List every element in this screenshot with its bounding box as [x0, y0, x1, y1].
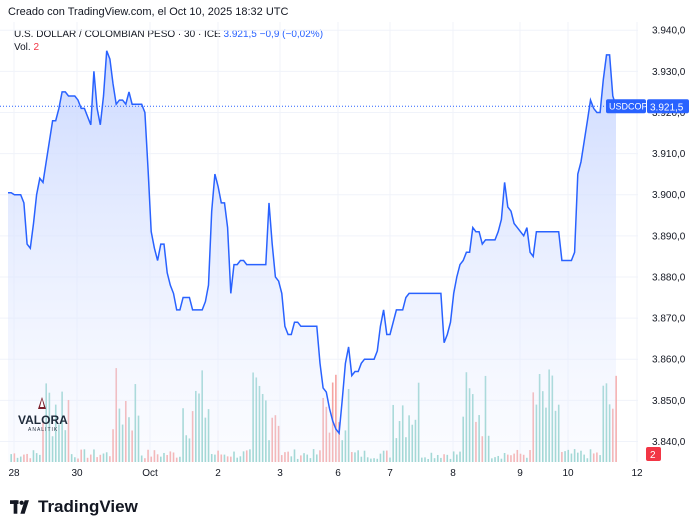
y-tick-label: 3.920,0 — [652, 108, 686, 119]
symbol-title: U.S. DOLLAR / COLOMBIAN PESO · 30 · ICE — [14, 29, 221, 40]
x-tick-label: 10 — [562, 468, 574, 479]
symbol-legend[interactable]: U.S. DOLLAR / COLOMBIAN PESO · 30 · ICE … — [14, 29, 323, 40]
price-change: −0,9 (−0,02%) — [259, 29, 324, 40]
y-tick-label: 3.840,0 — [652, 437, 686, 448]
price-tag: USDCOP 3.921,5 — [606, 99, 689, 114]
value-tag-bg — [647, 99, 689, 114]
svg-text:VALORA: VALORA — [18, 413, 68, 427]
volume-tag: 2 — [646, 447, 661, 461]
volume-legend[interactable]: Vol. 2 — [14, 42, 39, 53]
tradingview-logo-icon — [10, 500, 29, 514]
valora-watermark: VALORA ANALITIK — [16, 397, 76, 438]
volume-tag-bg — [646, 447, 661, 461]
x-tick-label: 3 — [277, 468, 283, 479]
valora-logo-icon: VALORA ANALITIK — [18, 397, 68, 433]
x-tick-label: 8 — [450, 468, 456, 479]
x-tick-label: 30 — [71, 468, 83, 479]
volume-value: 2 — [33, 42, 40, 53]
y-tick-label: 3.940,0 — [652, 26, 686, 37]
volume-tag-value: 2 — [650, 450, 656, 461]
value-tag: 3.921,5 — [650, 102, 684, 113]
x-tick-label: 6 — [335, 468, 341, 479]
svg-text:ANALITIK: ANALITIK — [28, 427, 58, 433]
symbol-tag: USDCOP — [609, 101, 648, 111]
y-tick-label: 3.880,0 — [652, 272, 686, 283]
footer-brand[interactable]: TradingView — [10, 497, 138, 517]
created-note: Creado con TradingView.com, el Oct 10, 2… — [8, 6, 289, 18]
y-tick-label: 3.930,0 — [652, 67, 686, 78]
y-tick-label: 3.900,0 — [652, 190, 686, 201]
x-tick-label: 2 — [215, 468, 221, 479]
last-value: 3.921,5 — [223, 29, 257, 40]
footer-brand-text: TradingView — [38, 497, 138, 516]
x-tick-label: 7 — [387, 468, 393, 479]
y-tick-label: 3.870,0 — [652, 314, 686, 325]
volume-bar — [335, 374, 337, 462]
y-tick-label: 3.850,0 — [652, 396, 686, 407]
x-tick-label: 9 — [517, 468, 523, 479]
x-axis[interactable]: 28 30 Oct 2 3 6 7 8 9 10 12 — [8, 468, 643, 479]
y-tick-label: 3.890,0 — [652, 231, 686, 242]
volume-label: Vol. — [14, 42, 31, 53]
price-line — [8, 50, 617, 436]
y-axis[interactable]: 3.840,0 3.850,0 3.860,0 3.870,0 3.880,0 3.890… — [652, 26, 686, 448]
symbol-tag-bg — [606, 99, 646, 114]
x-tick-label: Oct — [142, 468, 158, 479]
y-tick-label: 3.860,0 — [652, 355, 686, 366]
x-tick-label: 12 — [631, 468, 643, 479]
y-tick-label: 3.910,0 — [652, 149, 686, 160]
x-tick-label: 28 — [8, 468, 20, 479]
price-area — [8, 50, 616, 463]
